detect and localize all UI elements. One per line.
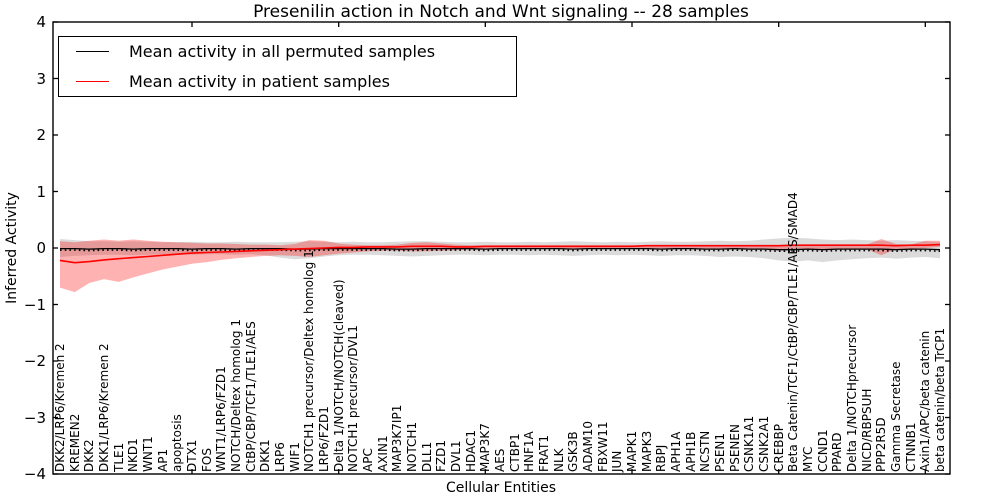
x-tick-label: MYC bbox=[801, 446, 815, 472]
x-tick-label: NOTCH1 precursor/DVL1 bbox=[346, 325, 361, 472]
legend-line-red-icon bbox=[76, 80, 109, 82]
x-tick-label: HNF1A bbox=[522, 431, 537, 472]
x-tick-label: NOTCH1 precursor/Deltex homolog 1 bbox=[302, 250, 317, 472]
x-tick-label: MAPK1 bbox=[625, 430, 639, 472]
legend-line-black-icon bbox=[76, 51, 109, 53]
x-tick-label: FBXW11 bbox=[595, 421, 610, 473]
y-tick-label: −2 bbox=[23, 352, 46, 370]
x-tick-label: FOS bbox=[199, 448, 214, 472]
x-tick-label: NCSTN bbox=[698, 430, 713, 472]
y-tick-label: −1 bbox=[23, 295, 46, 314]
x-tick-label: PSENEN bbox=[727, 424, 742, 472]
y-tick-label: −4 bbox=[23, 465, 46, 483]
patient-mean-line bbox=[59, 243, 941, 264]
x-tick-label: CSNK1A1 bbox=[742, 415, 757, 472]
legend-item-permuted: Mean activity in all permuted samples bbox=[59, 38, 516, 66]
x-tick-label: Axin1/APC/beta catenin bbox=[918, 330, 933, 472]
x-tick-label: DKK2/LRP6/Kremen 2 bbox=[53, 343, 67, 472]
x-tick-label: HDAC1 bbox=[463, 429, 478, 472]
x-tick-label: Gamma Secretase bbox=[889, 361, 903, 472]
x-tick-label: FRAT1 bbox=[537, 435, 551, 472]
x-tick-label: NKD1 bbox=[126, 438, 141, 472]
legend-label-permuted: Mean activity in all permuted samples bbox=[129, 42, 436, 62]
x-tick-label: PPP2R5D bbox=[874, 417, 889, 472]
x-tick-label: MAPK3 bbox=[639, 430, 654, 472]
x-tick-label: CREBBP bbox=[771, 424, 786, 472]
permuted-mean-line bbox=[60, 247, 941, 251]
legend: Mean activity in all permuted samples Me… bbox=[58, 36, 517, 97]
chart-title: Presenilin action in Notch and Wnt signa… bbox=[253, 2, 749, 22]
x-tick-label: WIF1 bbox=[287, 442, 302, 472]
x-tick-label: MAP3K7IP1 bbox=[390, 404, 405, 472]
x-tick-label: GSK3B bbox=[566, 431, 581, 472]
x-tick-label: MAP3K7 bbox=[478, 423, 493, 472]
legend-label-patient: Mean activity in patient samples bbox=[129, 71, 390, 91]
x-tick-label: KREMEN2 bbox=[67, 413, 82, 472]
x-tick-label: APH1A bbox=[669, 431, 683, 472]
x-tick-label: ADAM10 bbox=[581, 420, 595, 472]
permuted-mean-dots bbox=[60, 249, 941, 253]
x-tick-label: APC bbox=[361, 448, 375, 472]
x-tick-label: FZD1 bbox=[434, 440, 449, 472]
x-tick-label: DTX1 bbox=[185, 439, 199, 472]
x-axis-title: Cellular Entities bbox=[445, 480, 557, 496]
x-tick-label: NOTCH/Deltex homolog 1 bbox=[229, 319, 243, 472]
x-tick-label: Delta 1/NOTCHprecursor bbox=[845, 324, 859, 472]
x-tick-label: LRP6 bbox=[273, 442, 287, 472]
x-tick-label: DLL1 bbox=[419, 441, 434, 472]
x-tick-label: PSEN1 bbox=[713, 432, 727, 472]
x-tick-label: NOTCH1 bbox=[405, 421, 419, 472]
x-tick-label: Beta Catenin/TCF1/CtBP/CBP/TLE1/AES/SMAD… bbox=[786, 192, 801, 472]
y-tick-label: 4 bbox=[36, 13, 46, 31]
x-tick-label: Delta 1/NOTCH/NOTCH(cleaved) bbox=[331, 279, 346, 472]
x-tick-label: AES bbox=[493, 448, 507, 472]
x-tick-label: WNT1/LRP6/FZD1 bbox=[214, 366, 229, 472]
x-tick-label: CSNK2A1 bbox=[757, 415, 771, 472]
x-tick-label: NLK bbox=[551, 448, 566, 472]
x-tick-label: RBPJ bbox=[654, 444, 669, 472]
x-tick-label: WNT1 bbox=[141, 436, 155, 472]
x-tick-label: CtBP/CBP/TCF1/TLE1/AES bbox=[243, 321, 258, 472]
y-tick-label: 1 bbox=[36, 182, 46, 201]
y-tick-label: 3 bbox=[36, 69, 46, 88]
x-tick-label: LRP6/FZD1 bbox=[317, 406, 331, 472]
x-tick-label: NICD/RBPSUH bbox=[859, 388, 874, 472]
x-tick-label: APH1B bbox=[683, 431, 698, 472]
x-tick-label: CTNNB1 bbox=[903, 422, 918, 472]
x-tick-label: AP1 bbox=[155, 448, 170, 472]
x-tick-label: AXIN1 bbox=[375, 435, 390, 472]
x-tick-label: PPARD bbox=[830, 432, 845, 473]
x-tick-label: CCND1 bbox=[815, 429, 830, 472]
y-tick-label: 2 bbox=[36, 126, 46, 144]
legend-item-patient: Mean activity in patient samples bbox=[59, 67, 516, 95]
permuted-band bbox=[60, 237, 940, 263]
x-tick-label: TLE1 bbox=[111, 442, 126, 472]
x-tick-label: CTBP1 bbox=[507, 433, 522, 472]
y-tick-label: 0 bbox=[36, 239, 46, 257]
x-tick-label: beta catenin/beta TrCP1 bbox=[933, 327, 947, 472]
x-tick-label: DKK2 bbox=[82, 439, 97, 472]
y-tick-label: −3 bbox=[23, 408, 46, 427]
x-tick-label: DKK1/LRP6/Kremen 2 bbox=[97, 343, 111, 472]
x-tick-label: DKK1 bbox=[258, 439, 273, 472]
x-tick-label: DVL1 bbox=[449, 440, 463, 472]
x-tick-label: apoptosis bbox=[170, 414, 185, 472]
x-tick-label: JUN bbox=[610, 450, 625, 472]
patient-band bbox=[60, 239, 940, 293]
